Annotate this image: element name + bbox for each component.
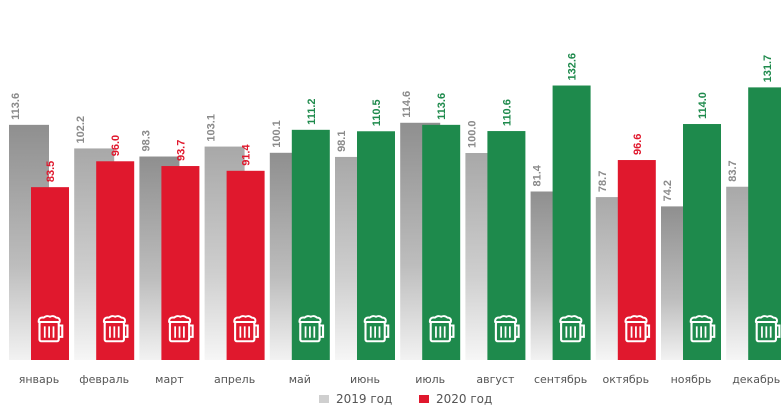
category-label-4: апрель	[214, 373, 255, 386]
value-label-2020-8: 110.6	[501, 99, 513, 126]
value-label-2019-5: 100.1	[271, 120, 283, 148]
category-label-6: июнь	[350, 373, 380, 386]
category-label-2: февраль	[79, 373, 129, 386]
category-label-5: май	[289, 373, 311, 386]
series-2019-value-labels: 113.6 102.2 98.3 103.1 100.1 98.1 114.6 100.0 81…	[10, 91, 739, 202]
series-2020-value-labels: 83.5 96.0 93.7 91.4 111.2 110.5 113.6 110.6 132.…	[45, 53, 774, 182]
category-label-8: август	[476, 373, 515, 386]
bar-2020-8	[487, 131, 526, 360]
value-label-2020-1: 83.5	[45, 161, 57, 182]
bar-2020-9	[552, 85, 591, 360]
legend-swatch-2019	[319, 395, 329, 403]
value-label-2020-3: 93.7	[175, 140, 187, 161]
value-label-2019-9: 81.4	[532, 164, 544, 186]
value-label-2020-2: 96.0	[110, 135, 122, 156]
value-label-2019-8: 100.0	[466, 120, 478, 148]
value-label-2019-1: 113.6	[10, 93, 22, 120]
category-label-7: июль	[415, 373, 445, 386]
value-label-2020-6: 110.5	[371, 99, 383, 126]
value-label-2019-12: 83.7	[727, 160, 739, 181]
value-label-2020-10: 96.6	[632, 134, 644, 155]
value-label-2019-11: 74.2	[662, 180, 674, 201]
value-label-2019-2: 102.2	[75, 116, 87, 144]
bar-2020-12	[748, 87, 781, 361]
category-label-10: октябрь	[602, 373, 649, 386]
category-label-11: ноябрь	[671, 373, 712, 386]
value-label-2020-7: 113.6	[436, 93, 448, 120]
value-label-2019-4: 103.1	[206, 114, 218, 142]
bar-2020-11	[683, 124, 721, 361]
value-label-2020-12: 131.7	[762, 55, 774, 83]
legend-label-2019: 2019 год	[336, 392, 392, 405]
value-label-2019-7: 114.6	[401, 91, 413, 118]
category-label-9: сентябрь	[534, 373, 587, 386]
legend-swatch-2020	[419, 395, 429, 403]
bar-2020-7	[422, 124, 461, 361]
category-label-1: январь	[19, 373, 60, 386]
value-label-2019-3: 98.3	[140, 130, 152, 151]
value-label-2019-6: 98.1	[336, 131, 348, 152]
value-label-2020-4: 91.4	[241, 144, 253, 166]
category-label-3: март	[155, 373, 184, 386]
category-label-12: декабрь	[732, 373, 780, 386]
value-label-2019-10: 78.7	[597, 171, 609, 192]
legend: 2019 год 2020 год	[319, 392, 492, 405]
value-label-2020-9: 132.6	[567, 53, 579, 81]
legend-label-2020: 2020 год	[436, 392, 492, 405]
value-label-2020-11: 114.0	[697, 92, 709, 119]
value-label-2020-5: 111.2	[306, 98, 318, 124]
category-axis-labels: январь февраль март апрель май июнь июль август…	[19, 373, 780, 386]
